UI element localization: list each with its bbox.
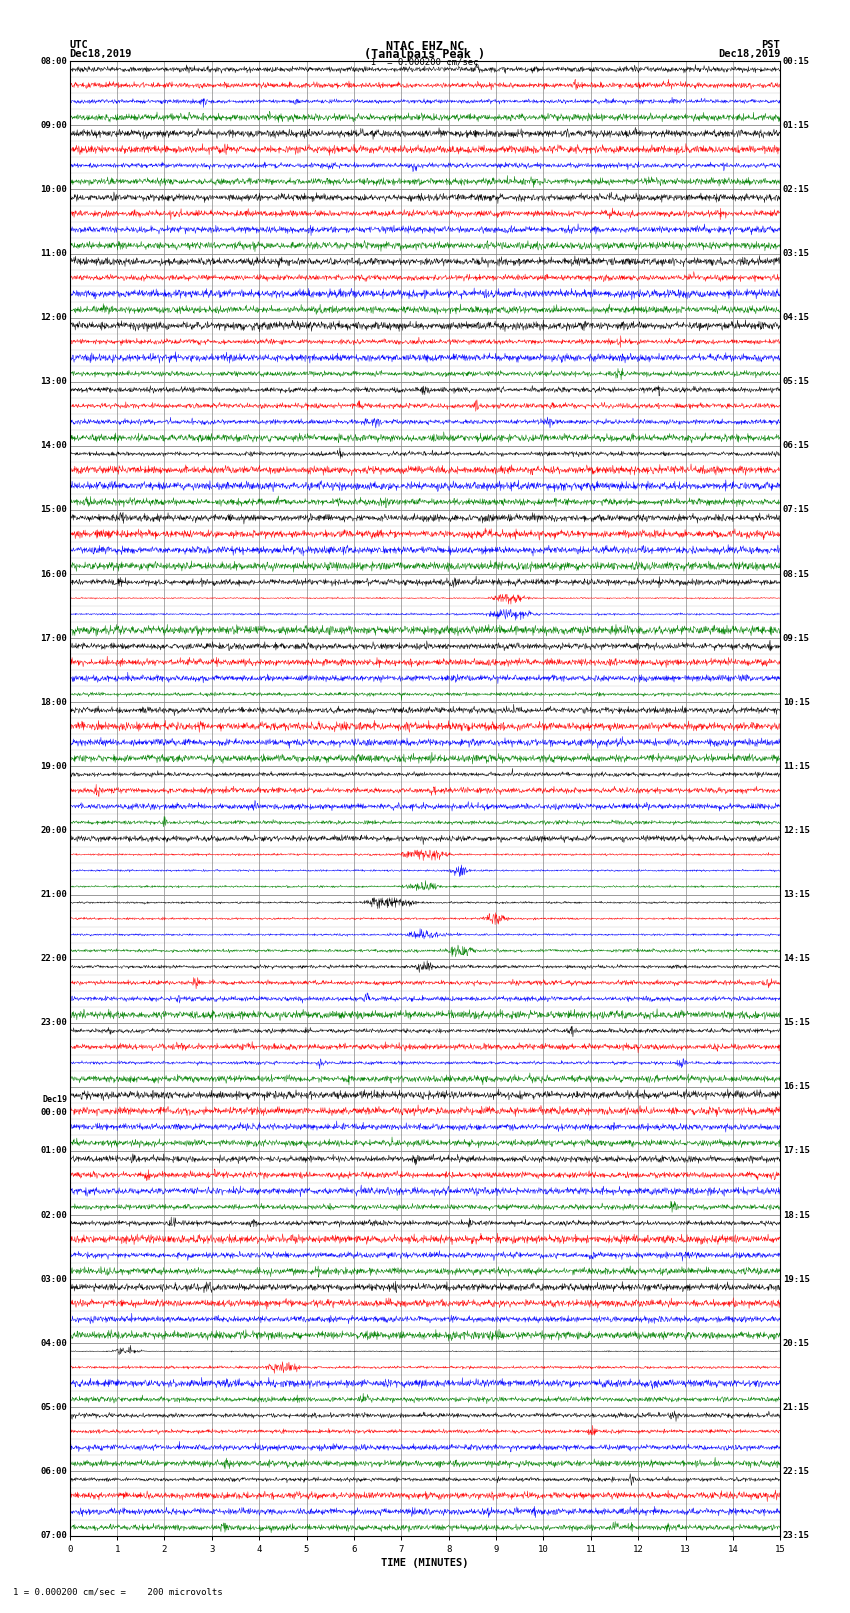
Text: 10:15: 10:15 [783, 698, 810, 706]
Text: I  = 0.000200 cm/sec: I = 0.000200 cm/sec [371, 58, 479, 66]
Text: 18:00: 18:00 [40, 698, 67, 706]
Text: 12:00: 12:00 [40, 313, 67, 323]
Text: NTAC EHZ NC: NTAC EHZ NC [386, 39, 464, 53]
Text: 01:15: 01:15 [783, 121, 810, 131]
Text: 00:00: 00:00 [40, 1108, 67, 1116]
Text: 04:00: 04:00 [40, 1339, 67, 1348]
Text: 19:00: 19:00 [40, 761, 67, 771]
Text: (Tanalpais Peak ): (Tanalpais Peak ) [365, 48, 485, 61]
Text: 08:15: 08:15 [783, 569, 810, 579]
Text: 1 = 0.000200 cm/sec =    200 microvolts: 1 = 0.000200 cm/sec = 200 microvolts [13, 1587, 223, 1597]
Text: 02:00: 02:00 [40, 1211, 67, 1219]
Text: Dec19: Dec19 [42, 1095, 67, 1103]
Text: 00:15: 00:15 [783, 56, 810, 66]
Text: 16:15: 16:15 [783, 1082, 810, 1092]
Text: PST: PST [762, 39, 780, 50]
Text: 12:15: 12:15 [783, 826, 810, 836]
Text: 15:15: 15:15 [783, 1018, 810, 1027]
Text: 02:15: 02:15 [783, 185, 810, 194]
Text: 07:00: 07:00 [40, 1531, 67, 1540]
Text: 19:15: 19:15 [783, 1274, 810, 1284]
Text: 11:15: 11:15 [783, 761, 810, 771]
Text: 21:15: 21:15 [783, 1403, 810, 1411]
Text: 23:00: 23:00 [40, 1018, 67, 1027]
Text: 17:00: 17:00 [40, 634, 67, 642]
Text: 04:15: 04:15 [783, 313, 810, 323]
Text: 20:00: 20:00 [40, 826, 67, 836]
Text: 13:15: 13:15 [783, 890, 810, 898]
Text: Dec18,2019: Dec18,2019 [717, 50, 780, 60]
Text: 03:00: 03:00 [40, 1274, 67, 1284]
Text: 14:00: 14:00 [40, 442, 67, 450]
Text: Dec18,2019: Dec18,2019 [70, 50, 133, 60]
Text: 18:15: 18:15 [783, 1211, 810, 1219]
Text: 17:15: 17:15 [783, 1147, 810, 1155]
Text: 06:15: 06:15 [783, 442, 810, 450]
Text: 07:15: 07:15 [783, 505, 810, 515]
Text: 13:00: 13:00 [40, 377, 67, 386]
Text: 23:15: 23:15 [783, 1531, 810, 1540]
Text: 08:00: 08:00 [40, 56, 67, 66]
Text: 21:00: 21:00 [40, 890, 67, 898]
Text: 06:00: 06:00 [40, 1466, 67, 1476]
Text: 22:00: 22:00 [40, 955, 67, 963]
Text: 01:00: 01:00 [40, 1147, 67, 1155]
Text: 11:00: 11:00 [40, 248, 67, 258]
Text: 03:15: 03:15 [783, 248, 810, 258]
Text: 05:15: 05:15 [783, 377, 810, 386]
X-axis label: TIME (MINUTES): TIME (MINUTES) [382, 1558, 468, 1568]
Text: 09:15: 09:15 [783, 634, 810, 642]
Text: 20:15: 20:15 [783, 1339, 810, 1348]
Text: 05:00: 05:00 [40, 1403, 67, 1411]
Text: 15:00: 15:00 [40, 505, 67, 515]
Text: 14:15: 14:15 [783, 955, 810, 963]
Text: 09:00: 09:00 [40, 121, 67, 131]
Text: 16:00: 16:00 [40, 569, 67, 579]
Text: 22:15: 22:15 [783, 1466, 810, 1476]
Text: UTC: UTC [70, 39, 88, 50]
Text: 10:00: 10:00 [40, 185, 67, 194]
